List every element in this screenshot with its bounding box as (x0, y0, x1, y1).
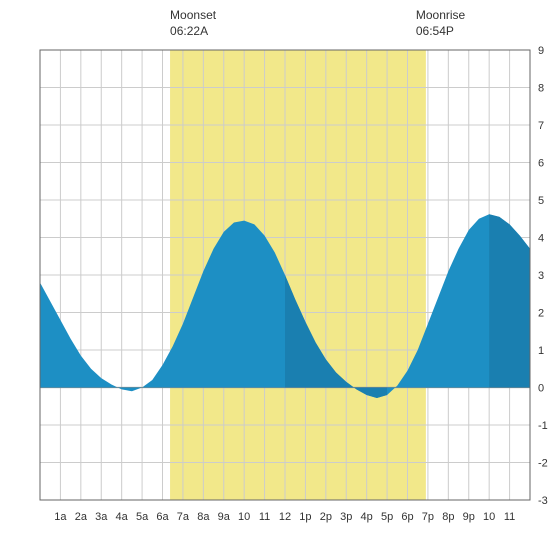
y-tick-label: 3 (538, 270, 544, 282)
moonrise-time: 06:54P (416, 24, 454, 38)
y-tick-label: 5 (538, 195, 544, 207)
x-tick-label: 3a (95, 511, 108, 523)
y-tick-label: 7 (538, 120, 544, 132)
x-tick-label: 7a (177, 511, 190, 523)
y-tick-label: 1 (538, 345, 544, 357)
x-tick-label: 10 (238, 511, 250, 523)
y-tick-label: 8 (538, 83, 544, 95)
x-tick-label: 11 (504, 511, 515, 523)
x-tick-label: 9p (463, 511, 475, 523)
moonset-title: Moonset (170, 8, 216, 22)
moonrise-title: Moonrise (416, 8, 465, 22)
x-tick-label: 5a (136, 511, 149, 523)
x-tick-label: 12 (279, 511, 291, 523)
tide-chart: Moonset 06:22A Moonrise 06:54P -3-2-1012… (0, 0, 550, 550)
x-tick-label: 4p (361, 511, 373, 523)
x-tick-label: 6a (156, 511, 169, 523)
y-tick-label: 9 (538, 45, 544, 57)
chart-svg: -3-2-101234567891a2a3a4a5a6a7a8a9a101112… (0, 0, 550, 550)
x-tick-label: 8p (442, 511, 454, 523)
y-tick-label: 4 (538, 233, 544, 245)
x-tick-label: 9a (218, 511, 231, 523)
y-tick-label: 2 (538, 308, 544, 320)
x-tick-label: 8a (197, 511, 210, 523)
x-tick-label: 6p (401, 511, 413, 523)
moonrise-label: Moonrise 06:54P (416, 8, 465, 39)
x-tick-label: 7p (422, 511, 434, 523)
y-tick-label: 6 (538, 158, 544, 170)
x-tick-label: 3p (340, 511, 352, 523)
x-tick-label: 2a (75, 511, 88, 523)
x-tick-label: 11 (259, 511, 270, 523)
x-tick-label: 1p (299, 511, 311, 523)
y-tick-label: -1 (538, 420, 548, 432)
tide-area-shadow (489, 214, 530, 387)
x-tick-label: 10 (483, 511, 495, 523)
y-tick-label: -3 (538, 495, 548, 507)
y-tick-label: 0 (538, 383, 544, 395)
x-tick-label: 4a (116, 511, 129, 523)
x-tick-label: 2p (320, 511, 332, 523)
moonset-time: 06:22A (170, 24, 208, 38)
y-tick-label: -2 (538, 458, 548, 470)
moonset-label: Moonset 06:22A (170, 8, 216, 39)
x-tick-label: 5p (381, 511, 393, 523)
x-tick-label: 1a (54, 511, 67, 523)
